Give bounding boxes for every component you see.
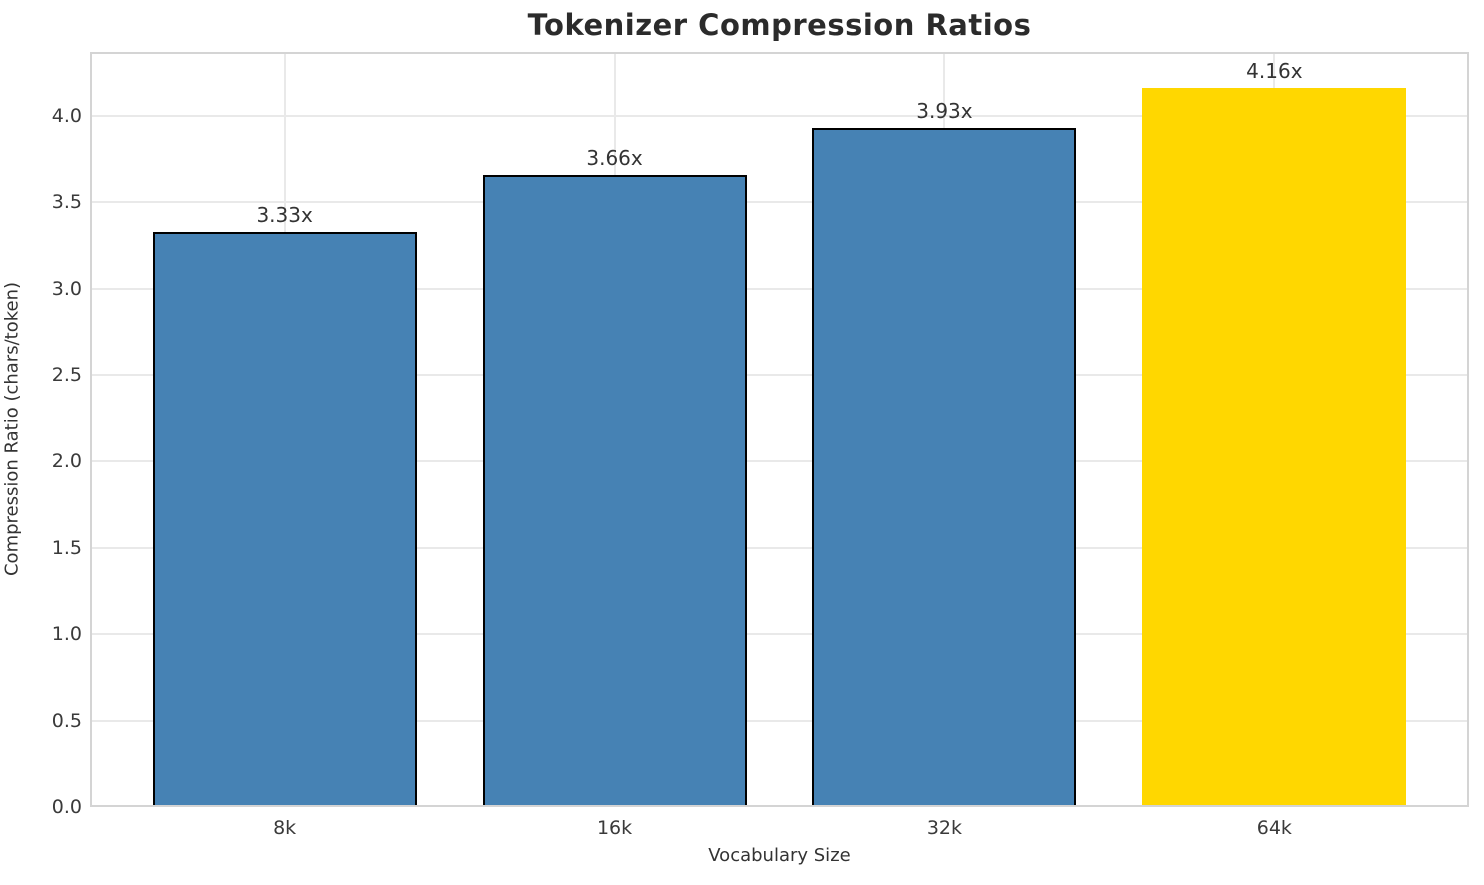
y-tick-label-0.5: 0.5 (51, 709, 82, 732)
bar-64k (1142, 88, 1407, 807)
x-tick-label-32k: 32k (926, 817, 963, 839)
gridline-h-2.5 (90, 374, 1469, 377)
x-tick-label-8k: 8k (273, 817, 297, 839)
chart-title: Tokenizer Compression Ratios (527, 8, 1032, 42)
y-tick-label-2.0: 2.0 (51, 450, 82, 473)
bar-value-label-32k: 3.93x (916, 99, 973, 124)
gridline-h-0.5 (90, 719, 1469, 722)
y-tick-label-1.5: 1.5 (51, 536, 82, 559)
plot-area: 3.33x 3.66x 3.93x 4.16x (90, 52, 1469, 807)
bar-value-label-16k: 3.66x (586, 145, 643, 170)
gridline-h-1 (90, 633, 1469, 636)
gridline-h-1.5 (90, 546, 1469, 549)
gridline-h-3 (90, 287, 1469, 290)
x-tick-label-64k: 64k (1256, 817, 1292, 839)
y-tick-label-1.0: 1.0 (51, 623, 82, 646)
y-tick-label-3.0: 3.0 (51, 277, 82, 300)
y-tick-label-3.5: 3.5 (51, 191, 82, 214)
y-axis-label: Compression Ratio (chars/token) (1, 281, 23, 577)
x-tick-label-16k: 16k (596, 817, 633, 839)
gridline-h-4 (90, 114, 1469, 117)
bar-8k (152, 231, 417, 807)
bar-16k (482, 174, 747, 807)
x-axis-label: Vocabulary Size (708, 845, 851, 866)
y-tick-label-0.0: 0.0 (51, 796, 82, 818)
y-tick-label-2.5: 2.5 (51, 364, 82, 387)
bar-value-label-64k: 4.16x (1246, 59, 1303, 84)
bar-32k (812, 128, 1077, 807)
y-tick-label-4.0: 4.0 (51, 104, 82, 127)
gridline-h-3.5 (90, 201, 1469, 204)
gridline-h-2 (90, 460, 1469, 463)
bar-value-label-8k: 3.33x (256, 202, 313, 227)
